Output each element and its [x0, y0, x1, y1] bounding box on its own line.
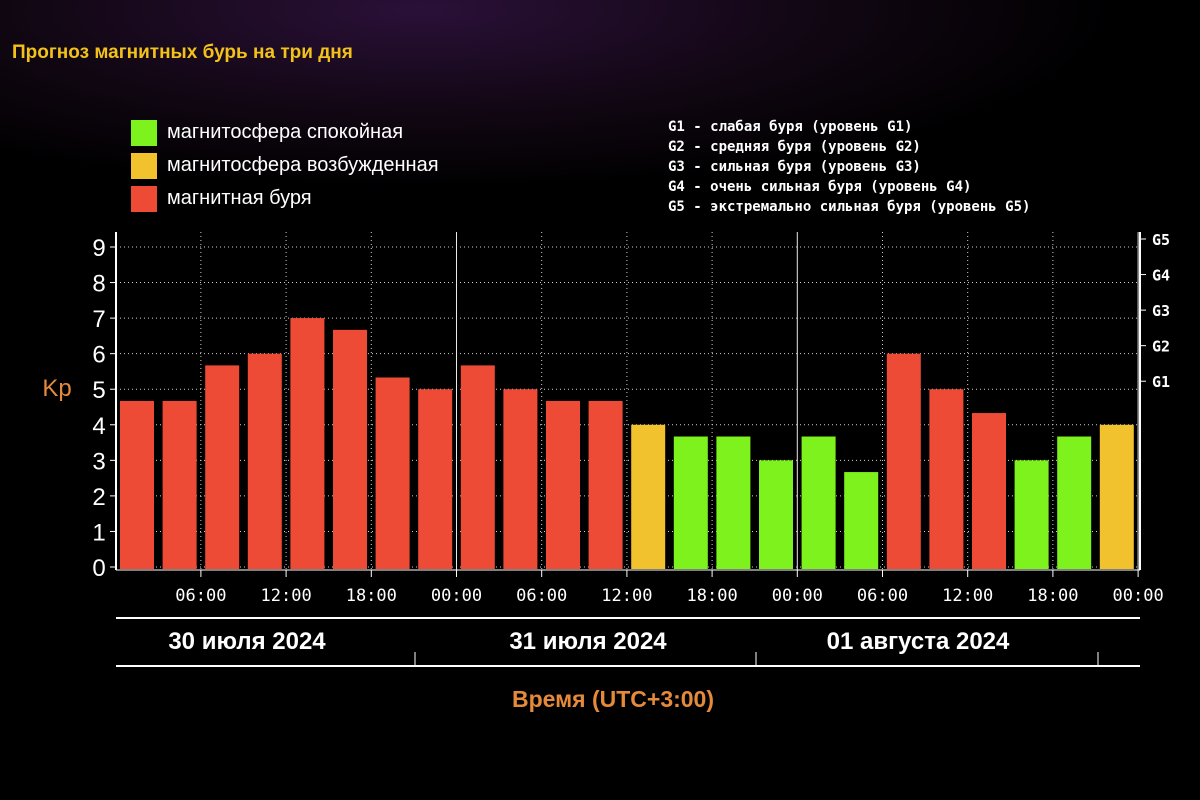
- y-axis-label: Kp: [42, 375, 71, 402]
- axis-layer: 0 1 2 3 4 5 6 7 8 9 06:00 12:00 18:00 00:00 06:00 12:00…: [92, 231, 1170, 667]
- bar-quiet: [1057, 436, 1092, 569]
- y-tick-label: 3: [92, 448, 105, 475]
- x-tick-label: 12:00: [942, 586, 993, 606]
- bar-quiet: [716, 436, 751, 569]
- g-tick-label: G4: [1152, 267, 1170, 285]
- y-tick-label: 2: [92, 484, 105, 511]
- bar-storm: [333, 329, 367, 569]
- bar-storm: [460, 365, 495, 569]
- bar-quiet: [759, 460, 793, 569]
- y-tick-label: 6: [92, 342, 105, 369]
- g-tick-label: G2: [1152, 338, 1170, 356]
- y-tick-label: 0: [92, 555, 105, 582]
- y-tick-label: 7: [92, 306, 105, 333]
- bar-storm: [588, 400, 623, 569]
- bar-storm: [418, 389, 453, 569]
- x-tick-label: 06:00: [175, 586, 226, 606]
- date-label: 30 июля 2024: [168, 628, 326, 655]
- bar-storm: [247, 353, 282, 569]
- g-level-item: G4 - очень сильная буря (уровень G4): [668, 179, 972, 195]
- x-tick-label: 00:00: [1113, 586, 1164, 606]
- y-tick-label: 8: [92, 271, 105, 298]
- g-level-item: G2 - средняя буря (уровень G2): [668, 139, 921, 155]
- bar-storm: [972, 413, 1006, 569]
- legend-item-quiet: магнитосфера спокойная: [131, 116, 439, 149]
- g-tick-label: G5: [1152, 231, 1170, 249]
- grid-layer: [116, 232, 1140, 570]
- page-title: Прогноз магнитных бурь на три дня: [12, 42, 353, 63]
- y-tick-label: 5: [92, 377, 105, 404]
- legend-swatch-storm: [131, 185, 157, 212]
- legend-label-quiet: магнитосфера спокойная: [167, 121, 404, 143]
- bar-quiet: [844, 472, 879, 569]
- bar-active: [1099, 424, 1134, 569]
- x-tick-label: 12:00: [601, 586, 652, 606]
- x-tick-label: 18:00: [346, 586, 397, 606]
- g-level-item: G1 - слабая буря (уровень G1): [668, 119, 913, 135]
- bar-layer: [120, 318, 1134, 569]
- legend: магнитосфера спокойная магнитосфера возб…: [131, 116, 439, 215]
- date-label: 31 июля 2024: [509, 628, 667, 655]
- legend-label-active: магнитосфера возбужденная: [167, 154, 439, 176]
- g-tick-label: G3: [1152, 302, 1170, 320]
- g-level-item: G5 - экстремально сильная буря (уровень …: [668, 199, 1031, 215]
- legend-label-storm: магнитная буря: [167, 187, 312, 209]
- x-tick-label: 00:00: [431, 586, 482, 606]
- bar-active: [631, 424, 666, 569]
- bar-quiet: [673, 436, 708, 569]
- legend-swatch-quiet: [131, 119, 157, 146]
- bar-quiet: [1014, 460, 1049, 569]
- bar-storm: [546, 400, 580, 569]
- bar-storm: [375, 377, 410, 569]
- g-level-item: G3 - сильная буря (уровень G3): [668, 159, 921, 175]
- bar-storm: [886, 353, 921, 569]
- date-label: 01 августа 2024: [827, 628, 1010, 655]
- x-tick-label: 12:00: [261, 586, 312, 606]
- y-tick-label: 1: [92, 519, 105, 546]
- x-tick-label: 18:00: [687, 586, 738, 606]
- bar-storm: [929, 389, 964, 569]
- x-tick-label: 06:00: [857, 586, 908, 606]
- x-tick-label: 18:00: [1027, 586, 1078, 606]
- legend-item-active: магнитосфера возбужденная: [131, 149, 439, 182]
- y-tick-label: 9: [92, 235, 105, 262]
- x-tick-label: 00:00: [772, 586, 823, 606]
- y-tick-label: 4: [92, 413, 105, 440]
- x-axis-label: Время (UTC+3:00): [512, 686, 714, 712]
- x-tick-label: 06:00: [516, 586, 567, 606]
- bar-quiet: [801, 436, 836, 569]
- legend-swatch-active: [131, 152, 157, 179]
- bar-storm: [120, 400, 154, 569]
- legend-item-storm: магнитная буря: [131, 182, 439, 215]
- g-level-legend: G1 - слабая буря (уровень G1) G2 - средн…: [668, 117, 1030, 217]
- bar-storm: [162, 400, 197, 569]
- g-tick-label: G1: [1152, 373, 1170, 391]
- bar-storm: [205, 365, 240, 569]
- bar-storm: [290, 318, 325, 569]
- bar-storm: [503, 389, 538, 569]
